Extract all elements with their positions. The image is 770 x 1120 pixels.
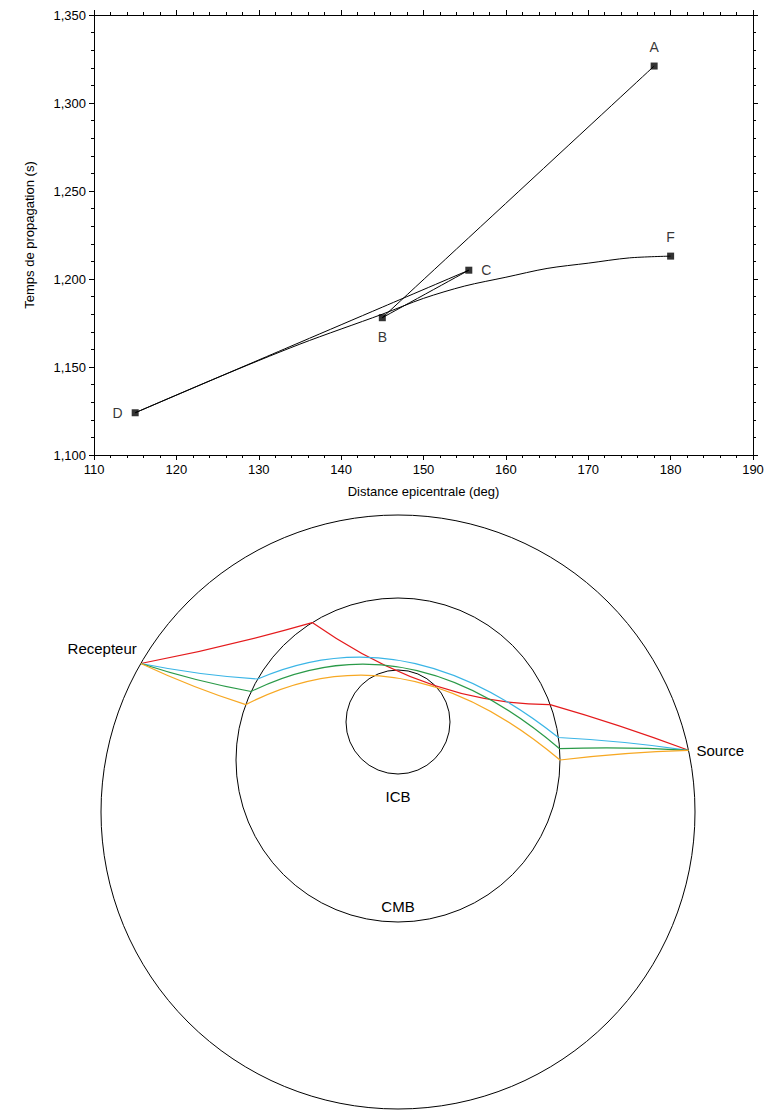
svg-text:120: 120: [166, 462, 188, 477]
svg-text:110: 110: [84, 462, 105, 477]
svg-text:130: 130: [248, 462, 270, 477]
svg-text:180: 180: [660, 462, 682, 477]
svg-text:1,350: 1,350: [53, 8, 86, 23]
svg-text:Recepteur: Recepteur: [68, 640, 137, 657]
svg-text:ICB: ICB: [385, 788, 410, 805]
svg-text:160: 160: [495, 462, 517, 477]
svg-text:C: C: [481, 262, 491, 278]
svg-text:170: 170: [577, 462, 599, 477]
svg-text:B: B: [378, 329, 387, 345]
svg-text:140: 140: [330, 462, 352, 477]
svg-text:CMB: CMB: [381, 898, 414, 915]
svg-text:190: 190: [742, 462, 764, 477]
svg-text:Temps de propagation (s): Temps de propagation (s): [22, 161, 37, 308]
svg-text:A: A: [649, 39, 659, 55]
svg-text:Source: Source: [697, 742, 745, 759]
svg-text:1,150: 1,150: [53, 360, 86, 375]
svg-text:D: D: [113, 405, 123, 421]
svg-text:150: 150: [413, 462, 435, 477]
svg-text:1,300: 1,300: [53, 96, 86, 111]
svg-text:1,250: 1,250: [53, 184, 86, 199]
svg-text:1,100: 1,100: [53, 448, 86, 463]
svg-text:Distance epicentrale (deg): Distance epicentrale (deg): [348, 484, 500, 499]
svg-text:1,200: 1,200: [53, 272, 86, 287]
svg-text:F: F: [666, 229, 675, 245]
